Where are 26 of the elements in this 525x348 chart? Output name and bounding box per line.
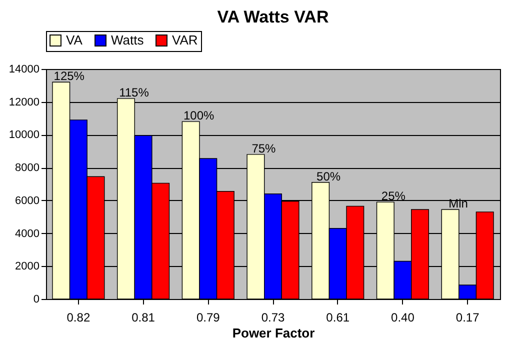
annotation: 75% [252,141,276,156]
x-tick-label: 0.73 [261,310,285,324]
y-tick-label: 8000 [15,162,40,174]
annotation: 125% [54,69,85,84]
y-tick-label: 14000 [8,64,40,76]
annotation: 50% [316,169,341,184]
y-tick-label: 4000 [15,228,40,240]
legend-label: VAR [172,32,198,48]
x-tick-label: 0.40 [391,310,415,324]
y-tick-label: 2000 [15,260,40,273]
x-axis-title: Power Factor [232,326,315,340]
y-tick-label: 0 [33,294,40,306]
x-tick-label: 0.79 [196,310,220,324]
y-tick-label: 10000 [8,129,40,142]
annotation: 115% [119,86,150,100]
y-tick-label: 6000 [15,194,40,207]
y-tick-label: 12000 [8,96,40,108]
x-tick-label: 0.82 [66,310,90,324]
annotation: 25% [381,189,406,204]
legend-label: Watts [111,32,144,48]
x-tick-label: 0.81 [132,310,156,324]
annotation: 100% [183,108,215,123]
chart-title: VA Watts VAR [217,8,329,26]
x-tick-label: 0.61 [326,310,350,324]
legend-label: VA [66,32,83,48]
x-tick-label: 0.17 [456,310,480,324]
